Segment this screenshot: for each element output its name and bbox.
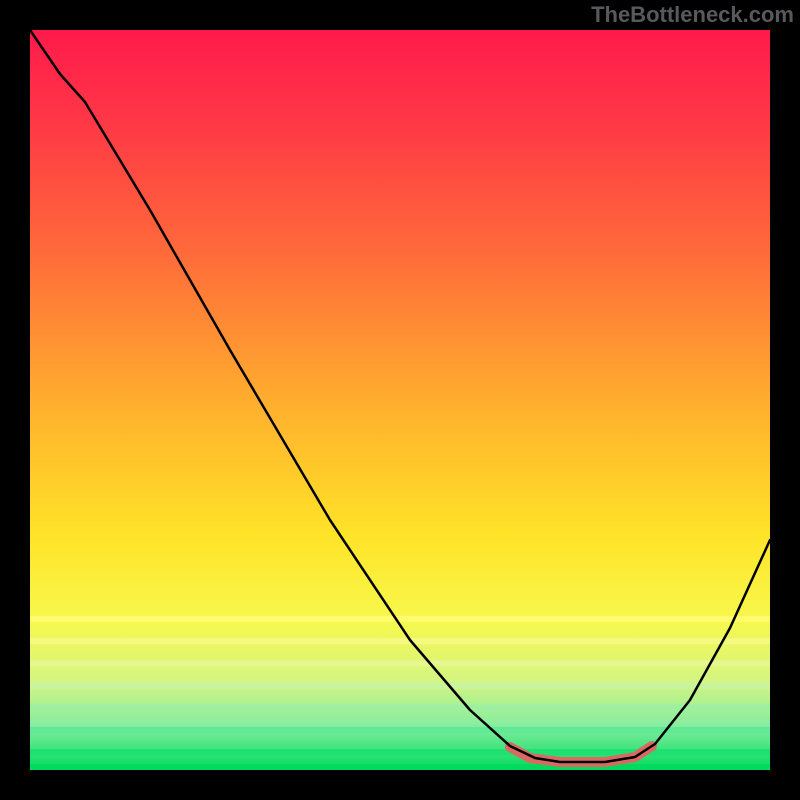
plot-area [30,30,770,770]
optimal-range-highlight [510,746,652,762]
watermark-text: TheBottleneck.com [591,2,794,28]
chart-frame: TheBottleneck.com [0,0,800,800]
bottleneck-curve [30,30,770,770]
bottleneck-line [30,30,770,762]
